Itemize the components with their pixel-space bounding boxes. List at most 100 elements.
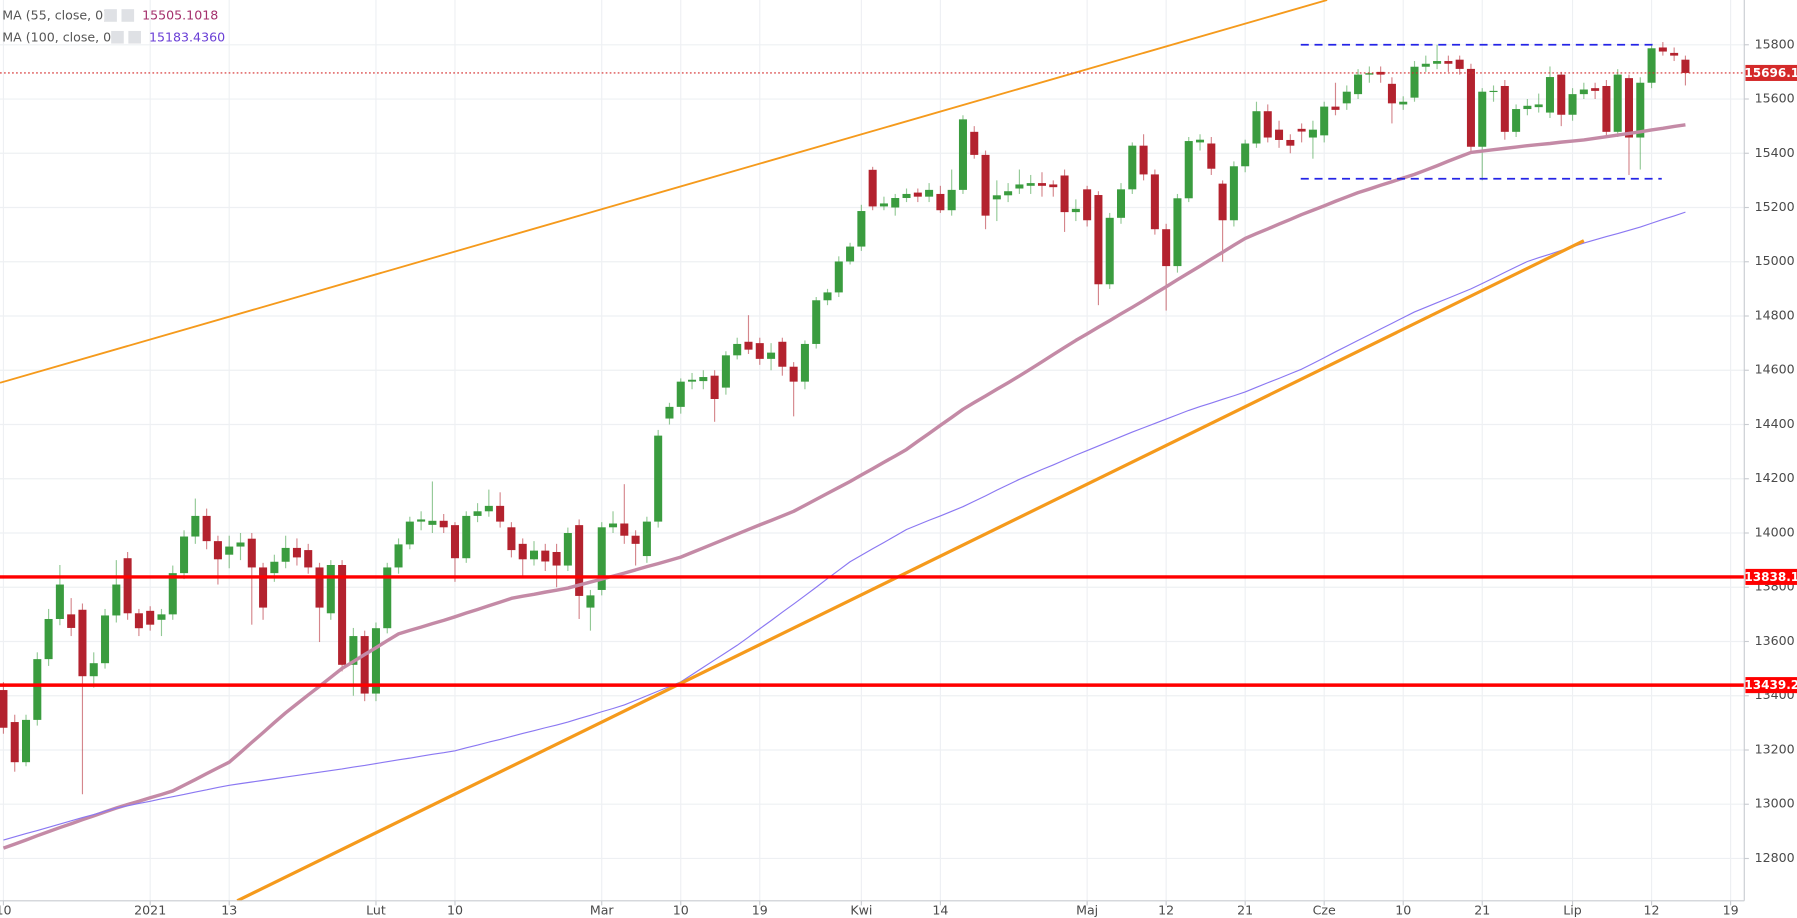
- candle-body: [1512, 109, 1521, 132]
- settings-icon[interactable]: [104, 9, 117, 22]
- close-icon[interactable]: [128, 30, 141, 44]
- candle-body: [89, 663, 98, 677]
- settings-icon[interactable]: [111, 30, 124, 44]
- candle-body: [1568, 94, 1577, 115]
- candle-body: [1342, 91, 1351, 104]
- candle-body: [868, 169, 877, 207]
- candle-body: [755, 343, 764, 359]
- candle-body: [778, 341, 787, 367]
- x-tick-label: 10: [1395, 903, 1411, 918]
- candle-body: [225, 546, 234, 555]
- candle-body: [891, 198, 900, 208]
- candle-body: [123, 558, 132, 614]
- candle-body: [1162, 229, 1171, 267]
- x-tick-label: 19: [1723, 903, 1739, 918]
- candle-body: [44, 618, 53, 660]
- candle-body: [947, 189, 956, 211]
- candle-body: [315, 567, 324, 608]
- candle-body: [1455, 59, 1464, 69]
- candle-body: [1466, 68, 1475, 147]
- drawings: [0, 0, 1745, 903]
- candle-body: [1387, 83, 1396, 104]
- candle-body: [518, 543, 527, 560]
- candle-body: [981, 154, 990, 216]
- candle-body: [1500, 85, 1509, 132]
- candle-body: [304, 550, 313, 568]
- candle-body: [1196, 139, 1205, 143]
- candle-body: [191, 515, 200, 537]
- candle-body: [1116, 189, 1126, 218]
- candle-body: [462, 515, 471, 559]
- candle-body: [202, 515, 211, 542]
- candle-body: [168, 573, 177, 615]
- candle-body: [1184, 141, 1193, 199]
- y-tick-label: 15200: [1755, 199, 1795, 214]
- candle-body: [281, 547, 290, 562]
- close-icon[interactable]: [121, 9, 135, 22]
- y-tick-label: 12800: [1755, 850, 1795, 865]
- candle-body: [1139, 145, 1148, 175]
- candle-body: [1128, 145, 1137, 190]
- candle-body: [902, 193, 911, 199]
- candle-body: [78, 609, 87, 677]
- x-tick-label: Maj: [1076, 903, 1098, 918]
- candle-body: [405, 521, 414, 545]
- candle-body: [1613, 74, 1622, 132]
- candle-body: [733, 343, 742, 356]
- candle-body: [1478, 91, 1487, 147]
- candle-body: [620, 523, 629, 536]
- x-tick-label: 14: [932, 903, 948, 918]
- candle-body: [1241, 143, 1250, 167]
- candle-body: [676, 381, 685, 407]
- candle-body: [259, 567, 268, 608]
- candle-body: [507, 527, 516, 551]
- candle-body: [1105, 217, 1114, 285]
- last-price-label: 15696.1: [1744, 66, 1797, 80]
- candle-body: [1331, 106, 1340, 110]
- level-label: 13838.1: [1744, 570, 1797, 584]
- candle-body: [1004, 191, 1013, 196]
- candle-body: [1602, 85, 1611, 132]
- level-label: 13439.2: [1744, 678, 1797, 692]
- x-tick-label: 21: [1474, 903, 1490, 918]
- candle-body: [157, 614, 166, 620]
- x-tick-label: Kwi: [850, 903, 872, 918]
- candle-body: [1218, 183, 1227, 221]
- plot-marks: [0, 42, 1690, 850]
- legend-label: MA (100, close, 0): [2, 29, 116, 44]
- candle-body: [326, 565, 335, 614]
- x-tick-label: 10: [447, 903, 463, 918]
- x-tick-label: Lip: [1563, 903, 1582, 918]
- candle-body: [1647, 48, 1656, 83]
- y-tick-label: 15400: [1755, 145, 1795, 160]
- candle-body: [1263, 111, 1272, 138]
- x-tick-label: 21: [1237, 903, 1253, 918]
- candle-body: [236, 542, 245, 547]
- candle-body: [67, 614, 76, 628]
- candle-body: [371, 628, 380, 694]
- candle-body: [1252, 111, 1261, 144]
- candle-body: [10, 722, 19, 763]
- x-tick-label: 10: [673, 903, 689, 918]
- candle-body: [958, 119, 967, 190]
- candle-body: [383, 567, 392, 629]
- candle-body: [575, 525, 584, 596]
- candle-body: [484, 505, 493, 512]
- candle-body: [1173, 198, 1182, 267]
- candle-body: [1433, 61, 1442, 64]
- last-price-box: [1745, 64, 1797, 81]
- candle-body: [1399, 101, 1408, 105]
- candle-body: [586, 595, 595, 608]
- candle-body: [642, 521, 651, 557]
- level-label-box: [1745, 677, 1797, 694]
- moving-average: [3, 211, 1686, 841]
- candle-body: [1354, 74, 1363, 95]
- candle-body: [992, 195, 1001, 200]
- candle-body: [631, 535, 640, 544]
- x-tick-label: Cze: [1313, 903, 1336, 918]
- candle-body: [1286, 139, 1295, 146]
- x-tick-label: 12: [1158, 903, 1174, 918]
- candle-body: [1636, 82, 1645, 138]
- candle-body: [1071, 208, 1080, 213]
